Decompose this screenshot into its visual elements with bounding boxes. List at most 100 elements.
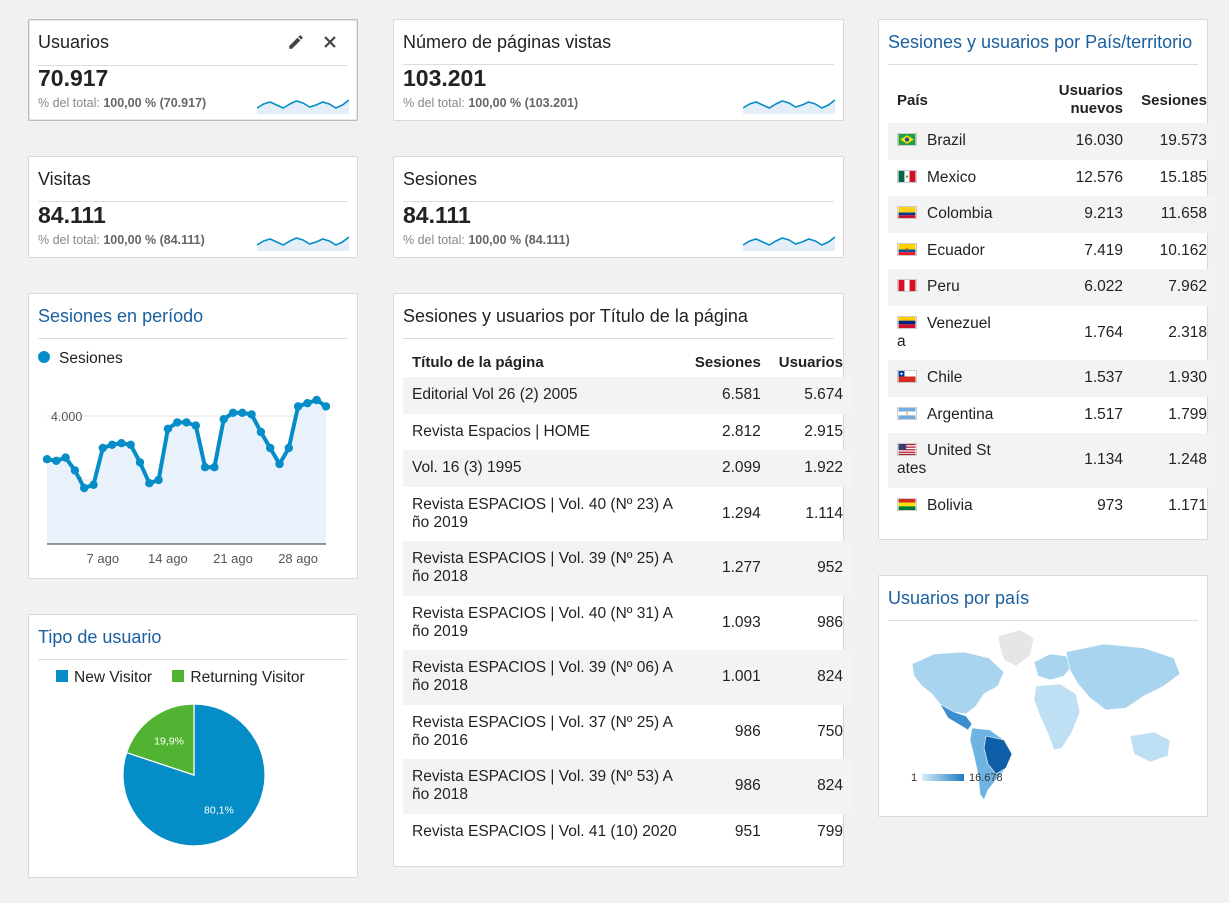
page-title-cell: Editorial Vol 26 (2) 2005 — [403, 377, 686, 414]
mapa-card[interactable]: Usuarios por país 1 16.678 — [878, 575, 1208, 817]
data-point[interactable] — [107, 440, 117, 449]
sesiones-periodo-card[interactable]: Sesiones en período Sesiones 2.0004.0007… — [28, 293, 358, 579]
table-row[interactable]: Ecuador 7.419 10.162 — [888, 233, 1216, 270]
tipo-usuario-card[interactable]: Tipo de usuario New Visitor Returning Vi… — [28, 614, 358, 878]
flag-peru-icon — [897, 279, 917, 293]
pais-card[interactable]: Sesiones y usuarios por País/territorio … — [878, 19, 1216, 540]
table-row[interactable]: Revista Espacios | HOME 2.812 2.915 — [403, 414, 852, 451]
data-point[interactable] — [191, 421, 200, 430]
visitas-card[interactable]: Visitas 84.111 % del total: 100,00 % (84… — [28, 156, 358, 258]
data-point[interactable] — [89, 480, 98, 489]
column-header[interactable]: Título de la página — [412, 353, 544, 371]
usuarios-card[interactable]: Usuarios 70.917 % del total: 100,00 % (7… — [28, 19, 358, 121]
column-header[interactable]: Usuarios — [778, 353, 843, 371]
paginas-vistas-card[interactable]: Número de páginas vistas 103.201 % del t… — [393, 19, 844, 121]
table-row[interactable]: Argentina 1.517 1.799 — [888, 397, 1216, 434]
data-point[interactable] — [293, 402, 303, 411]
table-row[interactable]: Venezuel a 1.764 2.318 — [888, 306, 1216, 361]
data-point[interactable] — [61, 453, 70, 462]
data-point[interactable] — [312, 395, 321, 405]
flag-venezuela-icon — [897, 315, 917, 329]
flag-united-states-icon — [897, 443, 917, 457]
card-title: Usuarios — [38, 32, 110, 52]
titulo-pagina-card[interactable]: Sesiones y usuarios por Título de la pág… — [393, 293, 852, 867]
y-tick-label: 4.000 — [51, 410, 82, 424]
new-users-cell: 1.134 — [1046, 433, 1132, 488]
sessions-cell: 7.962 — [1132, 269, 1216, 306]
data-point[interactable] — [266, 443, 275, 453]
table-row[interactable]: Bolivia 973 1.171 — [888, 488, 1216, 525]
table-row[interactable]: Editorial Vol 26 (2) 2005 6.581 5.674 — [403, 377, 852, 414]
data-point[interactable] — [200, 463, 210, 472]
data-point[interactable] — [42, 455, 52, 464]
world-map[interactable] — [894, 624, 1194, 804]
column-header[interactable]: Usuarios nuevos — [1058, 82, 1123, 117]
table-row[interactable]: Revista ESPACIOS | Vol. 41 (10) 2020 951 7… — [403, 814, 852, 851]
close-icon[interactable] — [320, 32, 340, 52]
data-point[interactable] — [126, 440, 135, 449]
sessions-cell: 11.658 — [1132, 196, 1216, 233]
pencil-icon[interactable] — [286, 32, 306, 52]
data-point[interactable] — [256, 427, 266, 437]
map-scale-max: 16.678 — [969, 772, 1003, 784]
table-row[interactable]: Chile 1.537 1.930 — [888, 360, 1216, 397]
data-point[interactable] — [321, 402, 331, 411]
column-header[interactable]: Sesiones — [1141, 91, 1207, 109]
data-point[interactable] — [80, 483, 89, 493]
table-row[interactable]: Colombia 9.213 11.658 — [888, 196, 1216, 233]
data-point[interactable] — [228, 408, 238, 417]
data-point[interactable] — [163, 424, 173, 433]
data-point[interactable] — [219, 415, 228, 424]
column-header[interactable]: País — [897, 91, 928, 109]
data-point[interactable] — [210, 463, 219, 472]
sessions-cell: 6.581 — [685, 377, 770, 414]
table-row[interactable]: Mexico 12.576 15.185 — [888, 160, 1216, 197]
data-point[interactable] — [117, 439, 126, 448]
data-point[interactable] — [182, 418, 191, 427]
metric-value: 84.111 — [38, 202, 106, 228]
pie-slice[interactable] — [125, 703, 195, 776]
data-point[interactable] — [247, 410, 256, 419]
data-point[interactable] — [303, 399, 312, 408]
table-row[interactable]: Brazil 16.030 19.573 — [888, 123, 1216, 160]
table-row[interactable]: Vol. 16 (3) 1995 2.099 1.922 — [403, 450, 852, 487]
data-point[interactable] — [284, 443, 293, 453]
new-users-cell: 16.030 — [1046, 123, 1132, 160]
sessions-cell: 986 — [734, 722, 761, 740]
data-point[interactable] — [135, 458, 145, 467]
column-header[interactable]: Sesiones — [694, 353, 761, 371]
table-row[interactable]: United St ates 1.134 1.248 — [888, 433, 1216, 488]
data-point[interactable] — [52, 456, 61, 465]
data-point[interactable] — [70, 466, 80, 475]
data-point[interactable] — [154, 475, 163, 485]
sessions-cell: 15.185 — [1159, 168, 1207, 186]
pie-slice-label: 80,1% — [204, 805, 234, 817]
users-cell: 799 — [817, 822, 843, 840]
country-cell: Chile — [888, 360, 1046, 397]
series-area — [47, 400, 326, 544]
data-point[interactable] — [173, 418, 182, 427]
new-users-cell: 1.764 — [1084, 323, 1123, 341]
map-oceania — [1129, 731, 1171, 763]
page-title-cell: Vol. 16 (3) 1995 — [403, 450, 686, 487]
x-tick-label: 28 ago — [278, 551, 318, 566]
data-point[interactable] — [98, 443, 107, 453]
x-tick-label: 14 ago — [148, 551, 188, 566]
sparkline — [257, 99, 349, 114]
data-point[interactable] — [238, 408, 247, 417]
new-users-cell: 973 — [1097, 496, 1123, 514]
data-point[interactable] — [275, 459, 284, 469]
user-type-pie-chart: 80,1% 19,9% — [122, 703, 266, 847]
data-point[interactable] — [145, 479, 154, 488]
sesiones-card[interactable]: Sesiones 84.111 % del total: 100,00 % (8… — [393, 156, 844, 258]
map-north-america — [911, 651, 1005, 715]
table-row[interactable]: Peru 6.022 7.962 — [888, 269, 1216, 306]
